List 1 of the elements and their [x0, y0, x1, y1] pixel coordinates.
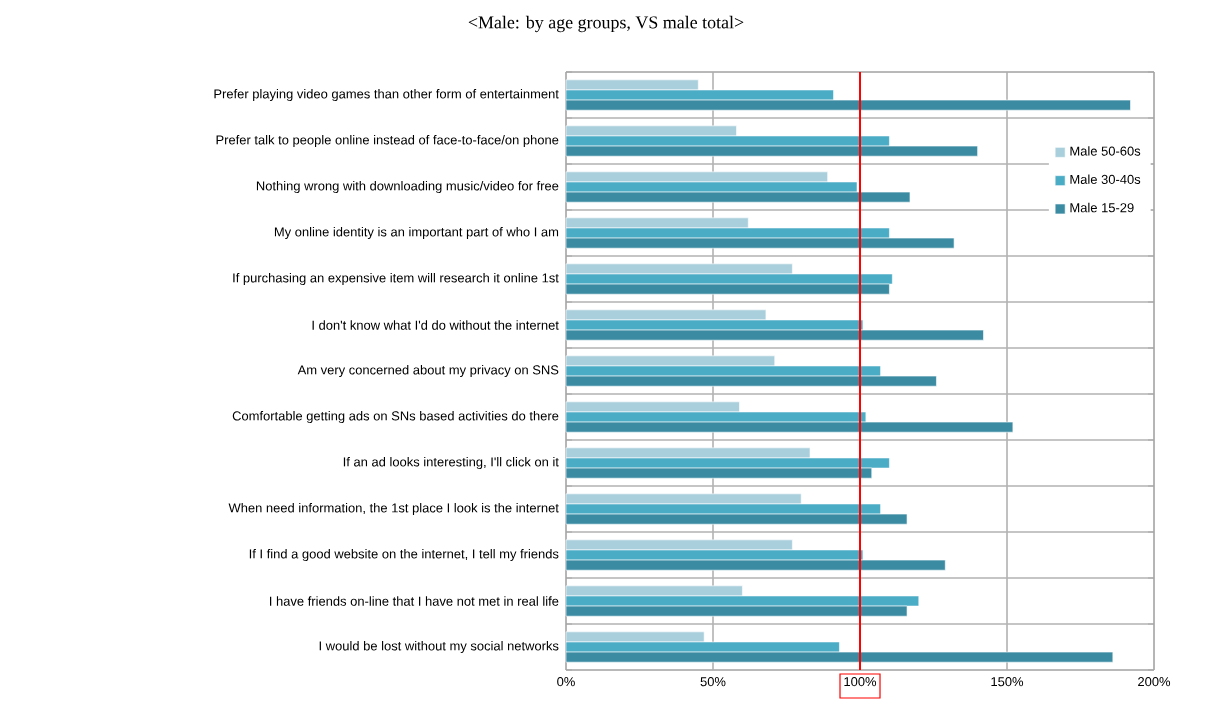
chart-title: <Male: by age groups, VS male total> — [468, 15, 744, 33]
